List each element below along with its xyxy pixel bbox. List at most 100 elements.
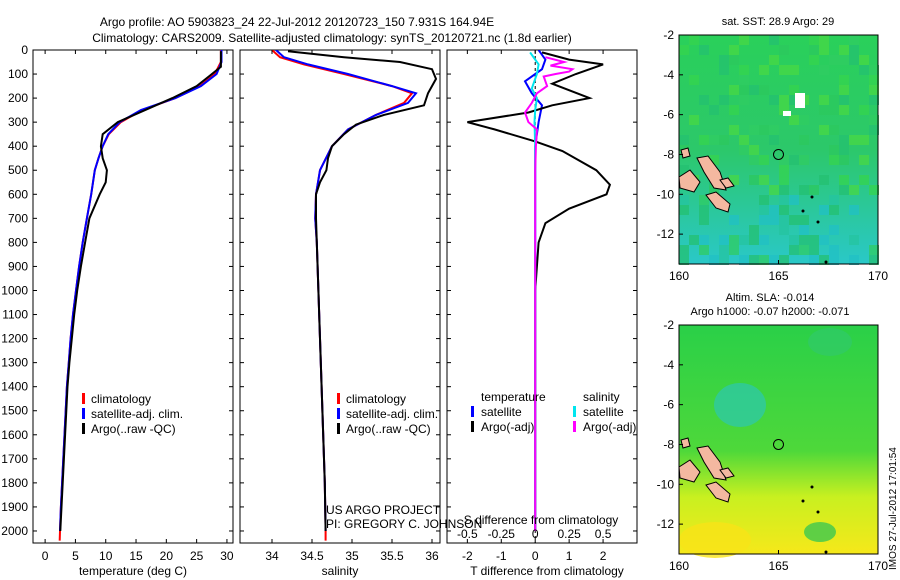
depth-axis: 0 100 200 300 400 500 600 700 800 900 1000 1100 1200… — [1, 43, 637, 538]
legend-climatology: climatology — [91, 392, 151, 406]
depth-tick-label: 800 — [8, 235, 28, 249]
sst-tile — [789, 215, 799, 225]
sst-tile — [789, 115, 799, 125]
map-lon-label: 160 — [669, 269, 689, 283]
sst-tile — [819, 175, 829, 185]
difference-panel-frame — [446, 49, 638, 544]
sst-tile — [719, 245, 729, 255]
temperature-x-label: temperature (deg C) — [79, 564, 187, 578]
sst-tile — [699, 195, 709, 205]
sst-tile — [739, 145, 749, 155]
depth-tick-label: 1200 — [1, 332, 28, 346]
island — [705, 481, 731, 503]
legend-s-satellite: satellite — [583, 405, 624, 419]
sst-tile — [839, 155, 849, 165]
sst-tile — [799, 155, 809, 165]
depth-tick-label: 1400 — [1, 380, 28, 394]
sst-tile — [679, 135, 689, 145]
sst-tile — [679, 45, 689, 55]
islet — [816, 220, 820, 224]
salinity-panel-frame — [239, 49, 441, 544]
sst-tile — [839, 55, 849, 65]
sst-tile — [819, 235, 829, 245]
legend-swatch-s-argo — [573, 421, 576, 432]
sst-tile — [819, 125, 829, 135]
sst-tile — [819, 45, 829, 55]
sst-tile — [829, 195, 839, 205]
legend-swatch-s-satellite — [573, 406, 576, 417]
sst-tile — [829, 155, 839, 165]
series-line-argo-raw-qc- — [287, 50, 438, 532]
temperature-legend: climatology satellite-adj. clim. Argo(..… — [82, 392, 183, 436]
sst-tile — [859, 135, 869, 145]
sst-tile — [759, 205, 769, 215]
sst-tile — [739, 235, 749, 245]
sst-tile — [779, 95, 789, 105]
sst-tile — [749, 255, 759, 265]
depth-tick-label: 1300 — [1, 356, 28, 370]
imos-timestamp: IMOS 27-Jul-2012 17:01:54 — [888, 447, 899, 570]
sst-tile — [859, 55, 869, 65]
project-annotation-2: PI: GREGORY C. JOHNSON — [326, 517, 482, 531]
depth-tick-label: 1100 — [2, 308, 28, 322]
sst-tile — [819, 105, 829, 115]
sst-tile — [749, 235, 759, 245]
sst-tile — [789, 95, 799, 105]
sst-tile — [799, 225, 809, 235]
sst-tile — [719, 135, 729, 145]
s-diff-tick-label: 0.25 — [557, 527, 581, 541]
missing-data-patch — [795, 93, 805, 108]
sst-tile — [779, 205, 789, 215]
sst-map: 160 165 170 -2 -4 -6 -8 -10 -12 — [657, 28, 889, 283]
sst-tile — [849, 235, 859, 245]
sst-tile — [729, 45, 739, 55]
sst-tile — [779, 155, 789, 165]
sst-tile — [729, 235, 739, 245]
sst-tile — [829, 125, 839, 135]
sst-map-axes: 160 165 170 -2 -4 -6 -8 -10 -12 — [657, 28, 889, 283]
sst-tile — [839, 145, 849, 155]
map-lat-label: -8 — [663, 147, 674, 161]
x-tick-label: 10 — [99, 549, 113, 563]
island — [719, 467, 735, 479]
map-lat-label: -10 — [657, 187, 675, 201]
legend-argo: Argo(..raw -QC) — [346, 422, 431, 436]
s-diff-tick-label: -0.5 — [457, 527, 478, 541]
s-diff-tick-label: -0.25 — [488, 527, 516, 541]
island — [696, 445, 727, 481]
sst-tile — [849, 185, 859, 195]
sst-tile — [749, 145, 759, 155]
legend-temperature-header: temperature — [481, 390, 546, 404]
sst-tile — [799, 245, 809, 255]
islet — [801, 209, 805, 213]
sst-tile — [719, 95, 729, 105]
temperature-x-axis: 0 5 10 15 20 25 30 — [42, 50, 234, 563]
sst-tile — [839, 105, 849, 115]
salinity-plot — [271, 50, 438, 541]
sst-tile — [729, 215, 739, 225]
sst-tile — [869, 115, 879, 125]
map-lat-label: -2 — [663, 318, 674, 332]
map-lon-label: 160 — [669, 559, 689, 573]
depth-tick-label: 1000 — [1, 283, 28, 297]
sst-tile — [789, 65, 799, 75]
sst-tile — [789, 85, 799, 95]
sst-tile — [829, 225, 839, 235]
sst-tile — [709, 105, 719, 115]
sst-tile — [739, 35, 749, 45]
depth-tick-label: 1600 — [1, 428, 28, 442]
legend-salinity-header: salinity — [583, 390, 620, 404]
map-lon-label: 170 — [868, 269, 888, 283]
sst-tile — [769, 55, 779, 65]
series-line-satellite-adj-clim- — [59, 50, 223, 532]
sst-tile — [789, 155, 799, 165]
sst-tile — [789, 235, 799, 245]
depth-tick-label: 600 — [8, 187, 28, 201]
sst-tile — [769, 205, 779, 215]
sst-tile — [809, 35, 819, 45]
depth-tick-label: 700 — [8, 211, 28, 225]
x-tick-label: 35.5 — [380, 549, 404, 563]
sst-tile — [869, 185, 879, 195]
legend-swatch-t-satellite — [471, 406, 474, 417]
sst-tile — [869, 245, 879, 255]
